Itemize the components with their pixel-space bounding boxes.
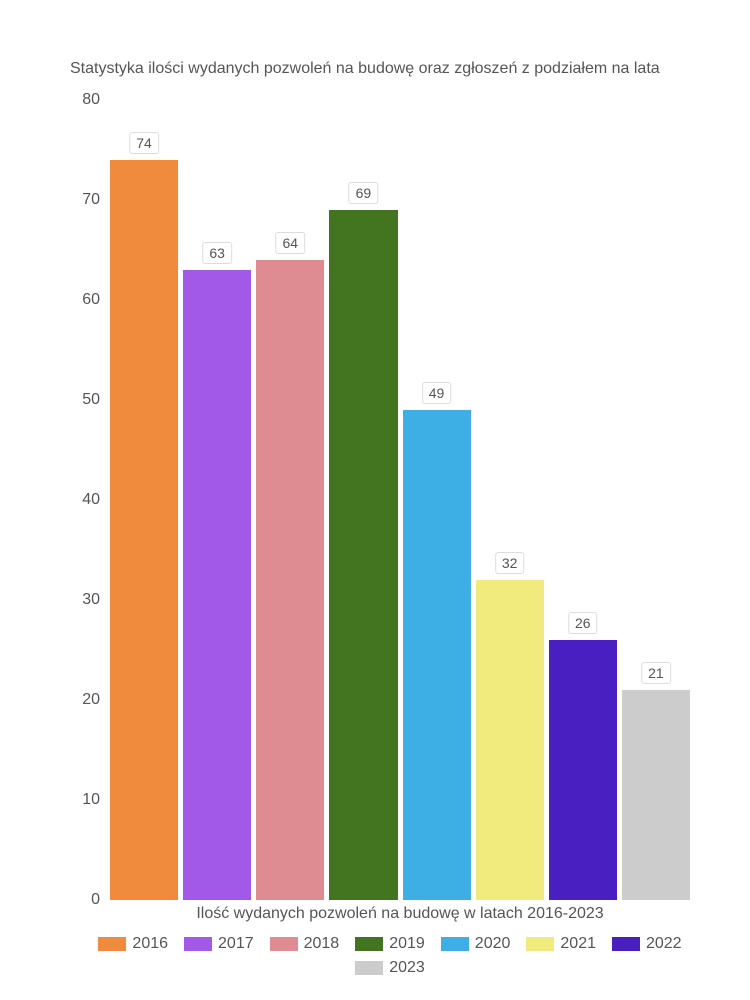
y-axis: 80 70 60 50 40 30 20 10 0	[60, 100, 100, 900]
legend-item: 2019	[355, 935, 425, 953]
y-tick: 20	[60, 691, 100, 709]
y-tick: 40	[60, 491, 100, 509]
bars-container: 7463646949322621	[110, 100, 690, 900]
legend-item: 2018	[270, 935, 340, 953]
bar: 69	[329, 210, 397, 900]
bar-value-label: 21	[641, 662, 671, 684]
bar-value-label: 74	[129, 132, 159, 154]
legend-item: 2020	[441, 935, 511, 953]
legend-swatch	[441, 937, 469, 951]
legend-label: 2017	[218, 935, 254, 953]
bar-value-label: 49	[422, 382, 452, 404]
chart-title: Statystyka ilości wydanych pozwoleń na b…	[70, 60, 660, 78]
y-tick: 30	[60, 591, 100, 609]
legend-label: 2023	[389, 959, 425, 977]
bar-value-label: 63	[202, 242, 232, 264]
y-tick: 50	[60, 391, 100, 409]
legend-swatch	[270, 937, 298, 951]
legend-item: 2017	[184, 935, 254, 953]
y-tick: 70	[60, 191, 100, 209]
bar: 26	[549, 640, 617, 900]
legend: 2016 2017 2018 2019 2020 2021 2022 2023	[80, 935, 700, 977]
chart-area: 80 70 60 50 40 30 20 10 0 74636469493226…	[110, 100, 690, 900]
bar-value-label: 26	[568, 612, 598, 634]
bar-value-label: 32	[495, 552, 525, 574]
bar: 74	[110, 160, 178, 900]
legend-item: 2016	[98, 935, 168, 953]
y-tick: 0	[60, 891, 100, 909]
legend-label: 2019	[389, 935, 425, 953]
x-axis-label: Ilość wydanych pozwoleń na budowę w lata…	[110, 905, 690, 923]
legend-item: 2023	[355, 959, 425, 977]
bar: 63	[183, 270, 251, 900]
legend-swatch	[98, 937, 126, 951]
legend-label: 2016	[132, 935, 168, 953]
legend-label: 2018	[304, 935, 340, 953]
legend-label: 2020	[475, 935, 511, 953]
legend-item: 2021	[526, 935, 596, 953]
legend-swatch	[355, 937, 383, 951]
legend-swatch	[612, 937, 640, 951]
legend-item: 2022	[612, 935, 682, 953]
bar: 64	[256, 260, 324, 900]
bar-value-label: 64	[276, 232, 306, 254]
legend-label: 2022	[646, 935, 682, 953]
legend-swatch	[355, 961, 383, 975]
y-tick: 60	[60, 291, 100, 309]
bar: 32	[476, 580, 544, 900]
bar-value-label: 69	[349, 182, 379, 204]
legend-swatch	[526, 937, 554, 951]
legend-label: 2021	[560, 935, 596, 953]
y-tick: 10	[60, 791, 100, 809]
legend-swatch	[184, 937, 212, 951]
bar: 49	[403, 410, 471, 900]
bar: 21	[622, 690, 690, 900]
y-tick: 80	[60, 91, 100, 109]
